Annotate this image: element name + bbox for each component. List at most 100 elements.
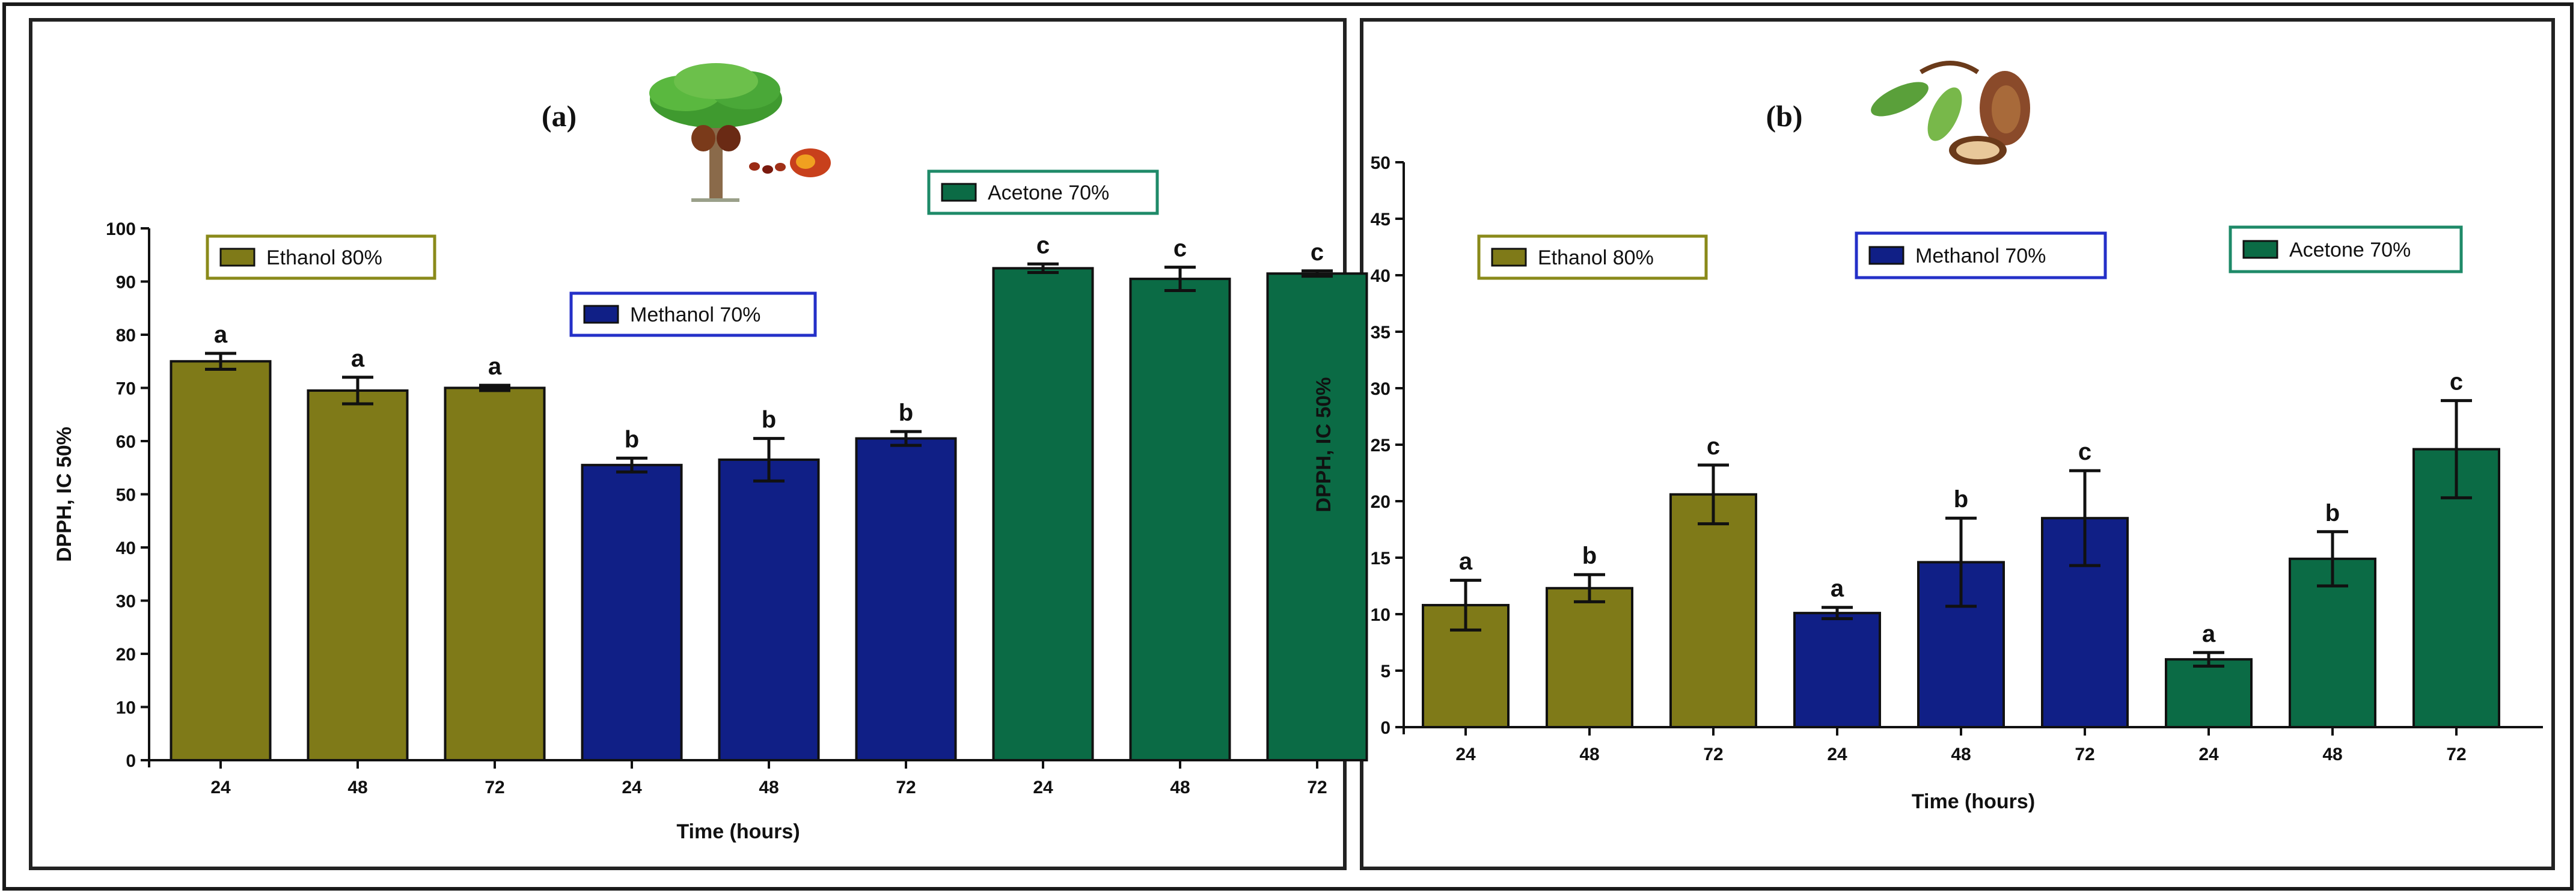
y-axis-title: DPPH, IC 50% [53,427,76,562]
significance-letter: c [1311,239,1324,266]
x-tick-label: 24 [210,778,231,797]
legend-swatch [219,248,255,267]
bar-acetone-48 [1129,278,1231,761]
x-tick-label: 72 [2446,745,2466,764]
y-tick-label: 70 [116,379,136,399]
legend-label: Methanol 70% [630,303,760,326]
legend-methanol: Methanol 70% [569,291,817,337]
y-tick-label: 35 [1371,323,1390,343]
legend-swatch [1491,248,1527,267]
y-axis-title: DPPH, IC 50% [1312,377,1335,513]
panel-label: (b) [1766,99,1802,133]
y-tick-label: 25 [1371,436,1390,456]
y-tick-label: 50 [116,486,136,505]
significance-letter: c [2450,369,2463,395]
x-tick-label: 48 [1170,778,1190,797]
x-axis-title: Time (hours) [676,820,800,843]
y-tick-label: 0 [1380,718,1390,738]
x-tick-label: 48 [1951,745,1971,764]
legend-label: Ethanol 80% [1538,246,1654,269]
y-tick-label: 30 [116,592,136,612]
significance-letter: b [1954,486,1968,513]
bar-acetone-72 [1266,272,1368,762]
y-tick-label: 30 [1371,379,1390,399]
significance-letter: c [1173,236,1187,262]
significance-letter: b [625,426,639,453]
y-tick-label: 45 [1371,210,1390,230]
legend-methanol: Methanol 70% [1855,231,2107,279]
significance-letter: a [351,346,365,372]
x-tick-label: 72 [485,778,504,797]
legend-swatch [2242,240,2278,259]
bar-acetone-24 [992,267,1094,761]
chart-panel-b: (b) 0 5 10 15 20 25 30 35 40 45 50 a 24 b 48 c 72 a 24 b 48 c 7… [1312,99,2543,813]
cocoa-pod-leaves-icon [1871,61,2030,165]
y-tick-label: 15 [1371,549,1390,568]
x-tick-label: 24 [1827,745,1847,764]
bar-ethanol-72 [444,386,546,761]
legend-box [1477,234,1708,280]
legend-ethanol: Ethanol 80% [1477,234,1708,280]
x-tick-label: 48 [759,778,779,797]
y-tick-label: 60 [116,432,136,452]
y-tick-label: 80 [116,326,136,346]
significance-letter: c [2078,439,2091,465]
bar-acetone-24 [2165,658,2253,728]
x-tick-label: 48 [347,778,367,797]
legend-acetone: Acetone 70% [927,169,1159,215]
y-tick-label: 40 [116,538,136,558]
significance-letter: a [2202,621,2216,647]
significance-letter: a [214,322,228,348]
x-axis-title: Time (hours) [1912,790,2035,813]
y-tick-label: 40 [1371,266,1390,286]
y-tick-label: 90 [116,273,136,293]
x-tick-label: 48 [1579,745,1599,764]
significance-letter: c [1036,232,1050,258]
significance-letter: a [1831,576,1844,602]
x-tick-label: 24 [2198,745,2219,764]
legend-label: Ethanol 80% [266,246,382,269]
legend-swatch [1868,246,1904,265]
bar-ethanol-48 [307,389,409,761]
y-tick-label: 50 [1371,153,1390,173]
x-tick-label: 72 [1307,778,1327,797]
x-tick-label: 48 [2322,745,2342,764]
significance-letter: b [762,407,776,433]
legend-label: Acetone 70% [2289,239,2411,261]
legend-label: Acetone 70% [988,181,1109,204]
x-tick-label: 24 [1033,778,1053,797]
legend-ethanol: Ethanol 80% [206,234,436,280]
bar-methanol-72 [855,437,957,761]
y-tick-label: 10 [116,698,136,718]
y-tick-label: 100 [106,219,136,239]
bar-ethanol-72 [1669,493,1757,728]
bar-methanol-24 [1793,612,1881,728]
legend-swatch [583,305,619,324]
x-tick-label: 72 [896,778,916,797]
legend-swatch [941,183,977,202]
significance-letter: b [899,400,913,426]
x-tick-label: 24 [622,778,642,797]
bar-ethanol-48 [1546,587,1633,729]
oil-palm-tree-icon [649,63,831,202]
bar-ethanol-24 [170,360,272,761]
chart-panel-a: (a) 0 10 20 30 40 50 60 70 80 90 100 a 24 a 48 a 72 b 24 b 48… [53,99,1368,843]
significance-letter: b [2325,500,2340,526]
legend-acetone: Acetone 70% [2229,225,2463,273]
y-tick-label: 20 [1371,492,1390,512]
y-tick-label: 10 [1371,605,1390,625]
significance-letter: a [488,353,502,380]
y-tick-label: 0 [126,751,136,771]
y-tick-label: 20 [116,645,136,665]
panel-label: (a) [542,99,577,133]
x-tick-label: 24 [1455,745,1476,764]
bar-methanol-24 [581,463,683,761]
significance-letter: c [1707,433,1720,460]
x-tick-label: 72 [1703,745,1723,764]
x-tick-label: 72 [2075,745,2094,764]
legend-label: Methanol 70% [1915,245,2046,267]
y-tick-label: 5 [1380,662,1390,681]
significance-letter: b [1582,543,1597,569]
significance-letter: a [1459,549,1473,575]
